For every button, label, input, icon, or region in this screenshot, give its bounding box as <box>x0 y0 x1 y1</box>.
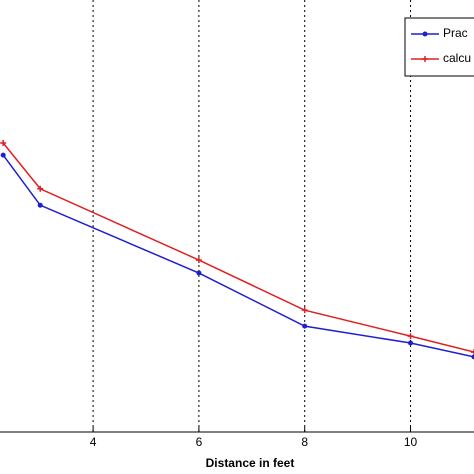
point <box>37 202 43 208</box>
point <box>37 185 44 192</box>
point <box>471 349 474 356</box>
point <box>302 323 308 329</box>
series-line <box>2 142 474 353</box>
x-tick-label: 4 <box>90 435 97 449</box>
point <box>0 139 7 146</box>
point <box>407 333 414 340</box>
x-tick-label: 6 <box>196 435 203 449</box>
legend-label: Prac <box>443 26 468 40</box>
point <box>301 307 308 314</box>
x-tick-label: 10 <box>404 435 418 449</box>
point <box>195 257 202 264</box>
point <box>408 340 414 346</box>
point <box>471 354 474 360</box>
legend-marker <box>422 31 428 37</box>
x-tick-label: 8 <box>301 435 308 449</box>
point <box>0 152 6 158</box>
x-axis-label: Distance in feet <box>206 456 295 470</box>
legend-box <box>404 17 474 77</box>
legend-marker <box>422 56 428 62</box>
legend-label: calcu <box>443 51 471 65</box>
series-line <box>2 154 474 358</box>
point <box>196 270 202 276</box>
